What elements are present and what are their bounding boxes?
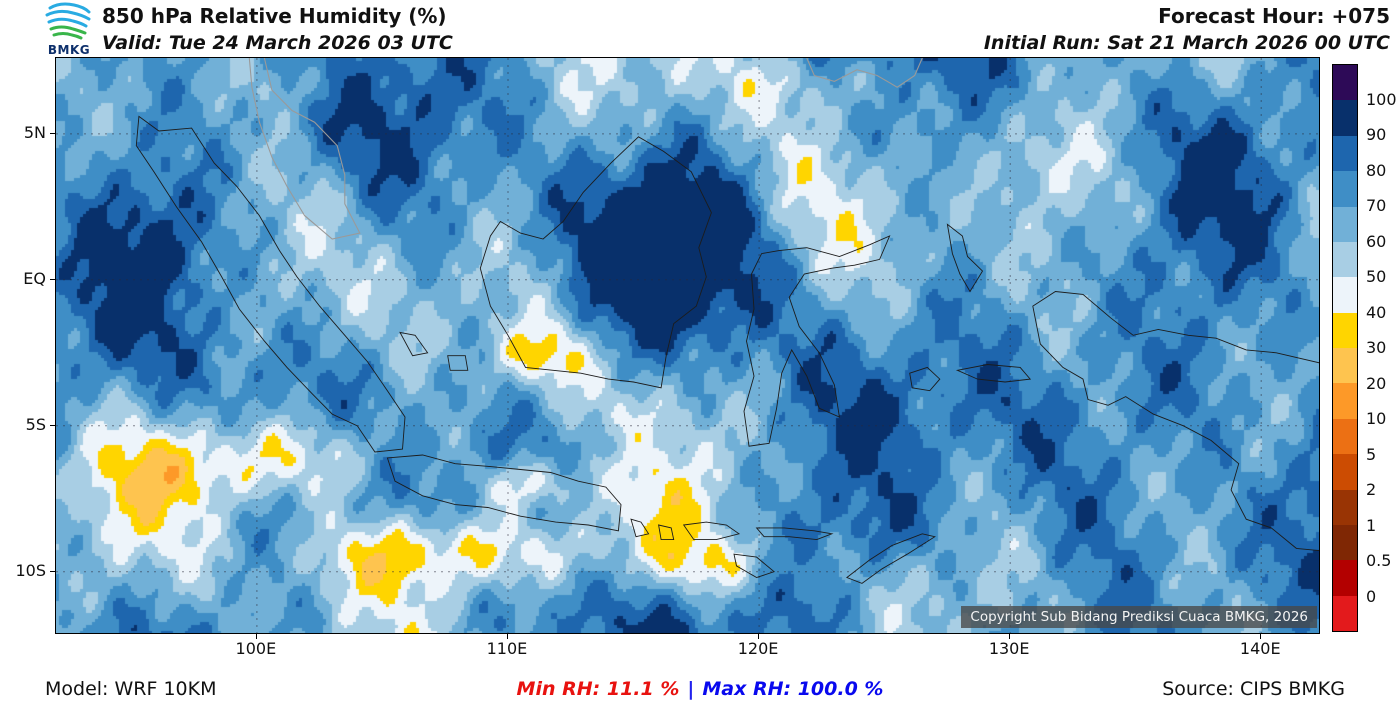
colorbar-segment [1333, 312, 1357, 348]
model-label: Model: WRF 10KM [45, 678, 217, 700]
coastline [447, 355, 469, 371]
colorbar-segment [1333, 206, 1357, 242]
colorbar-tick-label-60: 60 [1366, 231, 1387, 251]
colorbar-segment [1333, 560, 1357, 596]
colorbar-tick-label-0: 0 [1366, 586, 1377, 606]
copyright-label: Copyright Sub Bidang Prediksi Cuaca BMKG… [961, 606, 1317, 628]
colorbar-segment [1333, 65, 1357, 101]
colorbar-segment [1333, 348, 1357, 384]
colorbar-tick-label-50: 50 [1366, 267, 1387, 286]
y-axis-label-EQ: EQ [23, 268, 46, 288]
x-axis-label-140E: 140E [1239, 639, 1281, 658]
coastline [630, 518, 650, 538]
border-coastline [806, 58, 923, 88]
coastline [135, 115, 406, 453]
y-axis-tick [50, 570, 55, 572]
bmkg-logo: BMKG [40, 1, 98, 57]
x-axis-label-100E: 100E [235, 639, 277, 658]
colorbar-tick-label-5: 5 [1366, 444, 1377, 464]
x-axis-label-110E: 110E [486, 639, 528, 658]
x-axis-tick [758, 634, 760, 639]
colorbar-segment [1333, 171, 1357, 207]
colorbar-segment [1333, 383, 1357, 419]
coastline [399, 331, 429, 357]
coastline [755, 527, 834, 541]
colorbar-tick-label-1: 1 [1366, 515, 1377, 535]
coastline [733, 553, 776, 578]
initial-run-label: Initial Run: Sat 21 March 2026 00 UTC [983, 32, 1390, 54]
colorbar-segment [1333, 524, 1357, 561]
colorbar-tick-label-30: 30 [1366, 338, 1387, 357]
colorbar-segment [1333, 418, 1357, 455]
valid-time-label: Valid: Tue 24 March 2026 03 UTC [102, 32, 453, 54]
y-axis-tick [50, 278, 55, 280]
coastline [658, 524, 675, 541]
colorbar-segment [1333, 135, 1357, 172]
colorbar-segment [1333, 454, 1357, 490]
x-axis-label-120E: 120E [737, 639, 779, 658]
colorbar-segment [1333, 277, 1357, 313]
y-axis-label-5N: 5N [23, 122, 46, 142]
bmkg-logo-icon [45, 2, 91, 40]
colorbar-segment [1333, 489, 1357, 525]
coastline [946, 223, 984, 293]
colorbar-segment [1333, 241, 1357, 278]
border-coastline [248, 58, 361, 240]
page-title: 850 hPa Relative Humidity (%) [102, 4, 447, 28]
source-label: Source: CIPS BMKG [1162, 678, 1345, 700]
coastline [386, 454, 622, 532]
colorbar-segment [1333, 595, 1357, 631]
colorbar-tick-label-40: 40 [1366, 302, 1387, 322]
max-rh-value: Max RH: 100.0 % [702, 678, 884, 700]
colorbar-tick-label-90: 90 [1366, 125, 1387, 144]
coastline [682, 521, 741, 541]
x-axis-tick [1009, 634, 1011, 639]
coastline [909, 366, 941, 392]
y-axis-label-10S: 10S [15, 560, 46, 580]
map-area: Copyright Sub Bidang Prediksi Cuaca BMKG… [55, 57, 1320, 634]
x-axis-tick [1260, 634, 1262, 639]
y-axis-tick [50, 424, 55, 426]
colorbar-tick-label-10: 10 [1366, 409, 1387, 428]
colorbar-tick-label-100: 100 [1366, 89, 1397, 109]
rh-field-canvas [56, 58, 1319, 633]
coastline [743, 235, 891, 447]
minmax-separator: | [687, 678, 695, 700]
bmkg-logo-label: BMKG [47, 43, 91, 57]
forecast-hour-label: Forecast Hour: +075 [1158, 4, 1390, 28]
map-overlay [56, 58, 1319, 633]
coastline [479, 136, 712, 389]
colorbar [1332, 64, 1358, 632]
colorbar-tick-label-80: 80 [1366, 160, 1387, 180]
colorbar-tick-label-0.5: 0.5 [1366, 551, 1392, 570]
minmax-stats: Min RH: 11.1 % | Max RH: 100.0 % [513, 678, 888, 700]
colorbar-segment [1333, 100, 1357, 136]
colorbar-tick-label-20: 20 [1366, 373, 1387, 393]
coastline [845, 533, 936, 584]
y-axis-tick [50, 132, 55, 134]
min-rh-value: Min RH: 11.1 % [516, 678, 680, 700]
x-axis-tick [506, 634, 508, 639]
y-axis-label-5S: 5S [25, 414, 46, 434]
colorbar-tick-label-2: 2 [1366, 480, 1377, 499]
x-axis-tick [255, 634, 257, 639]
coastline [1032, 291, 1319, 552]
colorbar-tick-label-70: 70 [1366, 196, 1387, 215]
x-axis-label-130E: 130E [988, 639, 1030, 658]
coastline [955, 364, 1032, 383]
